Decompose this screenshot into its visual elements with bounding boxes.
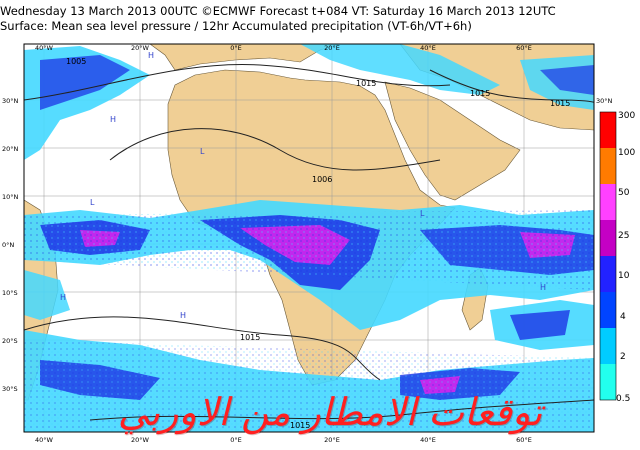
isobar-label: 1005 <box>66 57 86 66</box>
lon-label: 40°W <box>35 436 54 444</box>
high-pressure-marker: H <box>180 311 186 320</box>
lon-label: 40°E <box>420 436 436 444</box>
isobar-label: 1015 <box>550 99 570 108</box>
lat-label: 20°S <box>2 337 18 345</box>
lat-label: 30°S <box>2 385 18 393</box>
high-pressure-marker: H <box>148 51 154 60</box>
legend-swatch <box>600 148 616 184</box>
lat-label: 30°N <box>2 97 19 105</box>
latitude-labels: 30°N 20°N 10°N 0°N 10°S 20°S 30°S 30°N <box>2 97 613 393</box>
low-pressure-marker: L <box>420 209 425 218</box>
lon-label: 40°W <box>35 44 54 52</box>
legend-label: 0.5 <box>616 394 630 404</box>
arabia-land <box>384 81 521 201</box>
isobar-lines <box>24 63 594 421</box>
lat-label: 10°S <box>2 289 18 297</box>
legend-swatch <box>600 292 616 328</box>
isobar-label: 1006 <box>312 175 332 184</box>
legend-swatch <box>600 328 616 364</box>
arabic-watermark-text: توقعات الامطار من الاوربي <box>117 390 543 434</box>
longitude-labels-top: 40°W 20°W 0°E 20°E 40°E 60°E <box>35 44 532 52</box>
longitude-labels-bottom: 40°W 20°W 0°E 20°E 40°E 60°E <box>35 436 532 444</box>
lon-label: 40°E <box>420 44 436 52</box>
forecast-title-line1: Wednesday 13 March 2013 00UTC ©ECMWF For… <box>0 4 556 18</box>
legend-swatch <box>600 184 616 220</box>
map-frame <box>23 43 595 433</box>
legend-label: 300 <box>618 111 635 121</box>
legend-label: 10 <box>618 271 630 281</box>
low-pressure-marker: L <box>90 198 95 207</box>
lon-label: 60°E <box>516 44 532 52</box>
isobar-label: 1015 <box>240 333 260 342</box>
legend-swatch <box>600 364 616 400</box>
legend-swatch <box>600 112 616 148</box>
forecast-title-line2: Surface: Mean sea level pressure / 12hr … <box>0 19 472 33</box>
high-pressure-marker: H <box>110 115 116 124</box>
legend-label: 2 <box>620 352 626 362</box>
lat-label: 20°N <box>2 145 19 153</box>
legend-label: 50 <box>618 188 630 198</box>
high-pressure-marker: H <box>540 283 546 292</box>
legend-label: 100 <box>618 148 635 158</box>
lon-label: 0°E <box>230 44 242 52</box>
isobar-label-group: 1005 1015 1015 1006 1015 1015 1015 <box>66 57 570 430</box>
high-pressure-marker: H <box>60 293 66 302</box>
legend-label: 4 <box>620 312 626 322</box>
isobar-label: 1015 <box>470 89 490 98</box>
lon-label: 20°E <box>324 44 340 52</box>
lon-label: 60°E <box>516 436 532 444</box>
lat-label: 10°N <box>2 193 19 201</box>
lon-label: 20°E <box>324 436 340 444</box>
pressure-centers: H H L L H H L H <box>60 51 546 320</box>
isobar-label: 1015 <box>356 79 376 88</box>
isobar-label: 1015 <box>290 421 310 430</box>
legend-label: 25 <box>618 231 629 241</box>
lat-label-right: 30°N <box>596 97 613 105</box>
legend-labels: 300 100 50 25 10 4 2 0.5 <box>616 111 635 404</box>
lon-label: 20°W <box>131 44 150 52</box>
lat-label: 0°N <box>2 241 14 249</box>
precipitation-layer <box>24 44 594 432</box>
low-pressure-marker: L <box>200 147 205 156</box>
lon-label: 0°E <box>230 436 242 444</box>
legend-swatches <box>599 111 617 401</box>
legend-swatch <box>600 220 616 256</box>
legend-swatch <box>600 256 616 292</box>
lon-label: 20°W <box>131 436 150 444</box>
